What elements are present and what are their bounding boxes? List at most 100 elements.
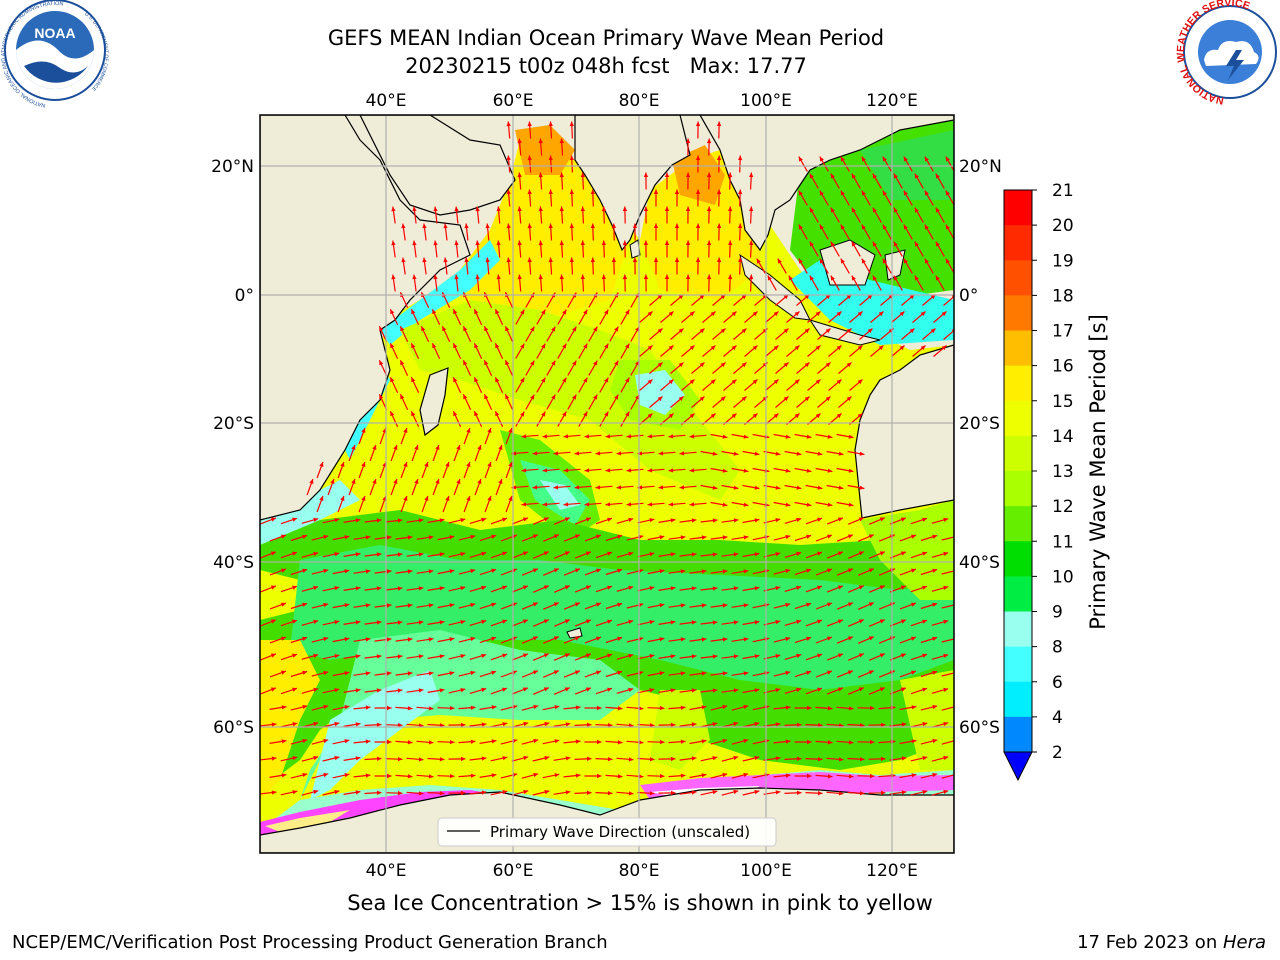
wave-arrow-head xyxy=(733,485,739,490)
wave-arrow-head xyxy=(414,445,419,450)
wave-arrow-head xyxy=(433,274,438,280)
wave-arrow-head xyxy=(701,535,707,540)
wave-arrow-head xyxy=(491,705,497,710)
wave-arrow-head xyxy=(323,670,329,676)
wave-arrow-head xyxy=(710,345,716,351)
wave-arrow-head xyxy=(397,757,403,762)
wave-arrow-head xyxy=(638,568,644,574)
wave-arrow-head xyxy=(638,534,644,540)
wave-arrow-head xyxy=(435,479,440,484)
wave-arrow-head xyxy=(313,687,319,692)
wave-arrow-head xyxy=(313,789,319,795)
lon-tick-bottom: 120°E xyxy=(866,861,918,881)
wave-arrow-head xyxy=(858,653,864,658)
wave-arrow-head xyxy=(922,722,928,727)
wave-arrow-head xyxy=(622,240,628,246)
wave-arrow-head xyxy=(738,257,743,263)
wave-arrow-head xyxy=(647,434,653,439)
wave-arrow-head xyxy=(365,603,371,608)
wave-arrow-head xyxy=(857,413,863,419)
wave-arrow-head xyxy=(454,240,459,246)
wave-arrow-head xyxy=(932,738,938,744)
wave-arrow-head xyxy=(527,189,532,195)
wave-arrow-head xyxy=(542,468,548,473)
wave-arrow-head xyxy=(421,326,426,332)
wave-arrow-head xyxy=(775,552,781,557)
wave-arrow-head xyxy=(851,241,856,247)
wave-arrow-head xyxy=(827,534,832,539)
wave-arrow-head xyxy=(733,586,739,591)
wave-arrow-head xyxy=(678,294,684,300)
wave-arrow-head xyxy=(731,379,737,385)
wave-arrow-head xyxy=(626,502,632,507)
wave-arrow-head xyxy=(470,670,476,676)
wave-arrow-head xyxy=(749,206,754,212)
wave-arrow-head xyxy=(840,258,845,264)
lon-tick-top: 100°E xyxy=(740,91,792,111)
wave-arrow-head xyxy=(796,756,802,761)
wave-arrow-head xyxy=(292,790,298,795)
wave-arrow-head xyxy=(530,360,535,366)
wave-arrow-head xyxy=(901,756,907,761)
wave-arrow-head xyxy=(804,396,810,402)
wave-arrow-head xyxy=(559,172,564,178)
wave-arrow-head xyxy=(691,620,697,625)
wave-arrow-head xyxy=(775,518,781,523)
land-arabia xyxy=(359,115,516,216)
wave-arrow-head xyxy=(477,445,482,450)
wave-arrow-head xyxy=(334,654,340,659)
wave-arrow-head xyxy=(775,654,781,659)
wave-arrow-head xyxy=(710,379,716,385)
wave-arrow-head xyxy=(496,206,501,212)
wave-arrow-head xyxy=(271,722,277,727)
wave-arrow-head xyxy=(893,207,898,213)
wave-arrow-head xyxy=(474,411,479,417)
wave-arrow-head xyxy=(733,552,739,557)
wave-arrow-head xyxy=(418,620,424,625)
wave-arrow-head xyxy=(386,603,392,608)
wave-arrow-head xyxy=(689,434,695,439)
wave-arrow-head xyxy=(691,722,697,727)
wave-arrow-shaft xyxy=(941,740,954,745)
wave-arrow-head xyxy=(382,428,387,433)
wave-arrow-head xyxy=(586,722,592,727)
wave-arrow-head xyxy=(585,585,591,590)
wave-arrow-head xyxy=(538,138,543,144)
wave-arrow-head xyxy=(344,603,350,608)
colorbar-tick-label: 19 xyxy=(1052,251,1074,271)
wave-arrow-shaft xyxy=(943,329,954,340)
wave-arrow-head xyxy=(867,328,873,334)
wave-arrow-head xyxy=(628,687,634,692)
wave-arrow-head xyxy=(485,223,490,229)
wave-arrow-head xyxy=(911,705,917,710)
wave-arrow-head xyxy=(722,738,728,744)
colorbar-segment xyxy=(1004,435,1032,472)
wave-arrow-head xyxy=(712,756,718,761)
wave-arrow-head xyxy=(386,671,392,676)
wave-arrow-head xyxy=(456,479,461,484)
wave-arrow-head xyxy=(517,240,522,246)
wave-arrow-head xyxy=(649,791,655,796)
lon-tick-top: 40°E xyxy=(366,91,407,111)
wave-arrow-head xyxy=(607,585,612,590)
wave-arrow-shaft xyxy=(941,570,954,575)
wave-arrow-head xyxy=(945,156,950,162)
wave-arrow-head xyxy=(313,619,319,624)
wave-arrow-head xyxy=(827,636,832,641)
wave-arrow-head xyxy=(943,653,949,658)
wave-arrow-head xyxy=(439,586,445,591)
wave-arrow-head xyxy=(754,789,760,795)
wave-arrow-head xyxy=(474,343,479,349)
wave-arrow-head xyxy=(643,206,649,211)
wave-arrow-head xyxy=(911,568,916,573)
wave-arrow-head xyxy=(407,706,413,711)
colorbar-tick-label: 13 xyxy=(1052,462,1074,482)
wave-arrow-head xyxy=(403,462,408,467)
wave-arrow-head xyxy=(785,534,791,540)
wave-arrow-head xyxy=(924,224,929,230)
wave-arrow-head xyxy=(900,653,906,658)
wave-arrow-head xyxy=(607,791,613,796)
wave-arrow-head xyxy=(397,552,403,557)
wave-arrow-head xyxy=(498,445,503,450)
wave-arrow-head xyxy=(460,518,466,523)
